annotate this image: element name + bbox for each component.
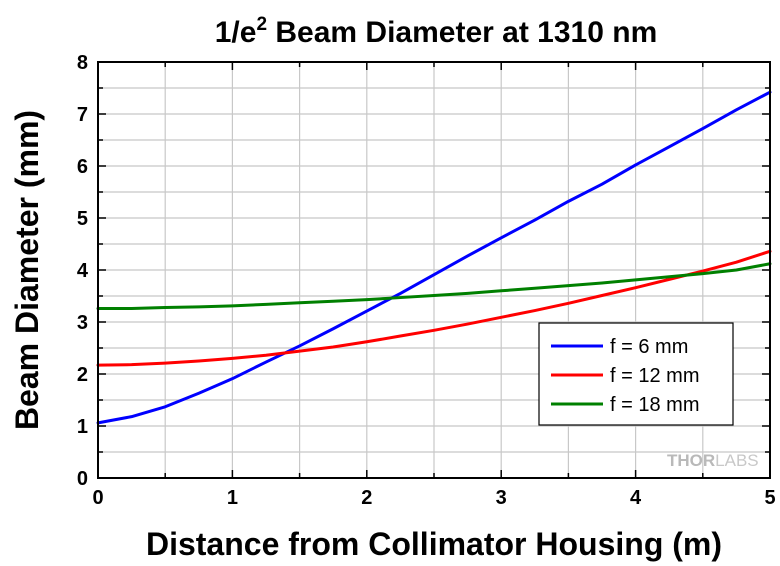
x-tick-label: 3 [496,487,507,509]
chart-title-superscript: 2 [256,14,267,35]
x-axis-ticks: 0 1 2 3 4 5 [92,62,776,509]
series-line-3 [96,262,772,310]
plot-area [98,62,770,478]
series-group [96,90,772,425]
svg-text:THORLABS: THORLABS [667,451,759,470]
y-tick-label: 1 [77,416,88,438]
legend-label-2: f = 12 mm [610,365,699,387]
legend: f = 6 mm f = 12 mm f = 18 mm [538,322,734,426]
y-axis-label: Beam Diameter (mm) [9,110,45,430]
watermark-brand-bold: THOR [667,451,715,470]
y-tick-label: 6 [77,156,88,178]
x-axis-label: Distance from Collimator Housing (m) [146,526,722,562]
series-line-2 [96,249,772,367]
x-tick-label: 0 [92,487,103,509]
grid [98,62,770,478]
thorlabs-watermark: THORLABS [667,451,759,470]
y-tick-label: 8 [77,52,88,74]
x-tick-label: 2 [361,487,372,509]
series-line-1 [96,90,772,425]
y-tick-label: 5 [77,208,88,230]
y-tick-label: 0 [77,468,88,490]
x-tick-label: 4 [630,487,642,509]
watermark-brand-light: LABS [715,451,758,470]
x-tick-label: 5 [764,487,775,509]
y-tick-label: 7 [77,104,88,126]
y-axis-ticks: 0 1 2 3 4 5 6 7 8 [77,52,770,490]
chart-title: 1/e2 Beam Diameter at 1310 nm [215,14,658,49]
y-tick-label: 2 [77,364,88,386]
y-tick-label: 4 [77,260,89,282]
chart-title-prefix: 1/e [215,16,257,49]
chart-title-suffix: Beam Diameter at 1310 nm [267,16,657,49]
x-tick-label: 1 [227,487,238,509]
legend-label-3: f = 18 mm [610,394,699,416]
legend-label-1: f = 6 mm [610,336,688,358]
y-tick-label: 3 [77,312,88,334]
